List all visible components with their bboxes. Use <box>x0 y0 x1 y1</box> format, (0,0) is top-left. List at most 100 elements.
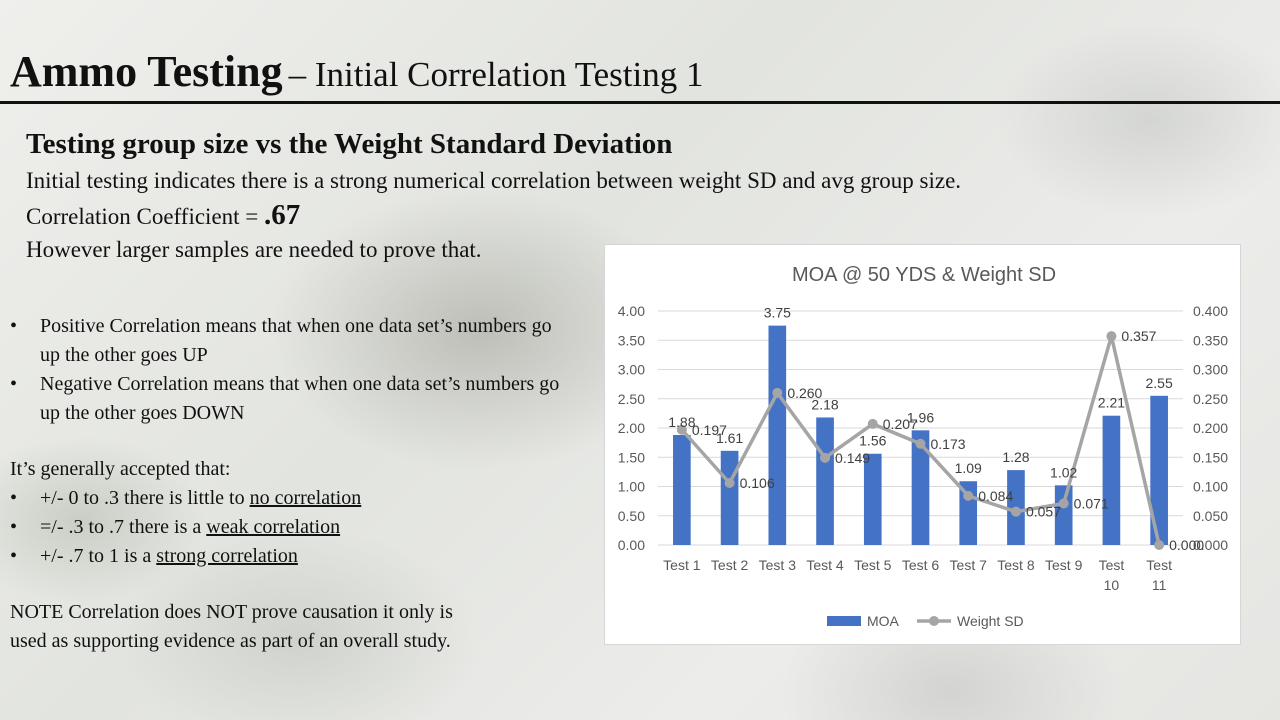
data-label-moa: 2.18 <box>811 396 838 412</box>
bar-moa <box>863 453 882 545</box>
y-left-tick-label: 0.00 <box>618 537 645 553</box>
note-line-1: NOTE Correlation does NOT prove causatio… <box>10 601 453 623</box>
legend-label-weight-sd: Weight SD <box>957 613 1024 629</box>
data-label-weight-sd: 0.149 <box>835 450 870 466</box>
data-label-moa: 1.88 <box>668 414 695 430</box>
y-right-tick-label: 0.000 <box>1193 537 1228 553</box>
x-tick-label: Test <box>1146 557 1172 573</box>
accepted-item: +/- 0 to .3 there is little to no correl… <box>10 484 361 513</box>
legend-swatch-moa <box>827 616 861 626</box>
legend-marker-weight-sd <box>929 616 939 626</box>
point-weight-sd <box>915 438 926 449</box>
bar-moa <box>911 430 930 545</box>
point-weight-sd <box>1154 540 1165 550</box>
bar-moa <box>1054 485 1073 545</box>
y-left-tick-label: 3.50 <box>618 332 645 348</box>
point-weight-sd <box>1010 506 1021 517</box>
definition-negative: Negative Correlation means that when one… <box>10 370 560 428</box>
y-left-tick-label: 2.50 <box>618 391 645 407</box>
chart-panel: MOA @ 50 YDS & Weight SD 0.00 0.50 1.00 1.50… <box>604 244 1241 645</box>
y-right-tick-label: 0.300 <box>1193 362 1228 378</box>
point-weight-sd <box>963 490 974 501</box>
accepted-intro: It’s generally accepted that: <box>10 458 231 480</box>
accepted-item: +/- .7 to 1 is a strong correlation <box>10 542 361 571</box>
y-left-tick-label: 1.50 <box>618 449 645 465</box>
intro-line-1: Initial testing indicates there is a str… <box>26 168 962 193</box>
accepted-item-text: =/- .3 to .7 there is a <box>40 516 207 538</box>
x-tick-label: Test 6 <box>902 557 940 573</box>
chart-svg: MOA @ 50 YDS & Weight SD 0.00 0.50 1.00 1.50… <box>618 264 1228 629</box>
title-divider <box>0 101 1280 104</box>
x-tick-label: Test 3 <box>759 557 797 573</box>
x-tick-label: 10 <box>1104 577 1120 593</box>
data-label-weight-sd: 0.197 <box>692 422 727 438</box>
data-label-moa: 1.28 <box>1002 449 1029 465</box>
data-label-weight-sd: 0.173 <box>931 436 966 452</box>
coef-label: Correlation Coefficient = <box>26 204 265 229</box>
accepted-item-underlined: no correlation <box>249 487 362 509</box>
x-tick-label: Test <box>1099 557 1125 573</box>
legend-label-moa: MOA <box>867 613 900 629</box>
y-right-tick-label: 0.150 <box>1193 449 1228 465</box>
note-line-2: used as supporting evidence as part of a… <box>10 630 451 652</box>
data-label-weight-sd: 0.357 <box>1121 328 1156 344</box>
x-tick-label: Test 7 <box>950 557 988 573</box>
accepted-item-text: +/- 0 to .3 there is little to <box>40 487 250 509</box>
data-label-weight-sd: 0.000 <box>1169 537 1204 553</box>
y-right-tick-label: 0.100 <box>1193 479 1228 495</box>
data-label-weight-sd: 0.071 <box>1074 495 1109 511</box>
accepted-list: +/- 0 to .3 there is little to no correl… <box>10 484 361 571</box>
data-label-weight-sd: 0.207 <box>883 416 918 432</box>
bar-moa <box>673 435 691 545</box>
chart-title: MOA @ 50 YDS & Weight SD <box>792 264 1056 286</box>
page-title: Ammo Testing – Initial Correlation Testin… <box>10 46 703 97</box>
y-left-tick-label: 0.50 <box>618 508 645 524</box>
point-weight-sd <box>724 477 735 488</box>
accepted-item-underlined: weak correlation <box>206 516 341 538</box>
y-left-tick-label: 4.00 <box>618 303 645 319</box>
point-weight-sd <box>1058 498 1069 509</box>
y-right-tick-label: 0.400 <box>1193 303 1228 319</box>
point-weight-sd <box>867 418 878 429</box>
accepted-item-underlined: strong correlation <box>156 545 298 567</box>
intro-line-3: However larger samples are needed to pro… <box>26 237 482 262</box>
definitions-list: Positive Correlation means that when one… <box>10 312 560 428</box>
title-main: Ammo Testing <box>10 47 283 96</box>
point-weight-sd <box>772 387 783 398</box>
y-left-tick-label: 1.00 <box>618 479 645 495</box>
bar-moa <box>1102 415 1121 545</box>
data-label-moa: 3.75 <box>764 305 791 321</box>
data-label-moa: 2.21 <box>1098 395 1125 411</box>
data-label-moa: 1.96 <box>907 409 934 425</box>
bar-moa <box>768 325 787 545</box>
data-label-moa: 1.09 <box>955 460 982 476</box>
accepted-item: =/- .3 to .7 there is a weak correlation <box>10 513 361 542</box>
data-label-weight-sd: 0.260 <box>787 385 822 401</box>
data-label-moa: 2.55 <box>1146 375 1173 391</box>
coef-value: .67 <box>264 199 301 231</box>
x-tick-label: Test 1 <box>663 557 701 573</box>
y-left-tick-label: 2.00 <box>618 420 645 436</box>
accepted-item-text: +/- .7 to 1 is a <box>40 545 157 567</box>
point-weight-sd <box>1106 331 1117 342</box>
x-tick-label: Test 2 <box>711 557 749 573</box>
x-tick-label: 11 <box>1152 577 1167 593</box>
data-label-weight-sd: 0.057 <box>1026 504 1061 520</box>
bar-moa <box>1150 395 1168 545</box>
data-label-moa: 1.56 <box>859 433 886 449</box>
data-label-weight-sd: 0.106 <box>740 475 775 491</box>
point-weight-sd <box>676 424 687 435</box>
y-right-tick-label: 0.200 <box>1193 420 1228 436</box>
x-tick-label: Test 9 <box>1045 557 1083 573</box>
x-tick-label: Test 8 <box>997 557 1035 573</box>
x-tick-label: Test 5 <box>854 557 892 573</box>
y-right-tick-label: 0.250 <box>1193 391 1228 407</box>
subheading: Testing group size vs the Weight Standar… <box>26 128 673 160</box>
bar-moa <box>720 450 739 545</box>
bar-moa <box>816 417 834 545</box>
y-right-tick-label: 0.350 <box>1193 332 1228 348</box>
x-tick-label: Test 4 <box>806 557 844 573</box>
data-label-moa: 1.02 <box>1050 464 1077 480</box>
correlation-coefficient: Correlation Coefficient = .67 <box>26 199 300 232</box>
data-label-moa: 1.61 <box>716 430 743 446</box>
